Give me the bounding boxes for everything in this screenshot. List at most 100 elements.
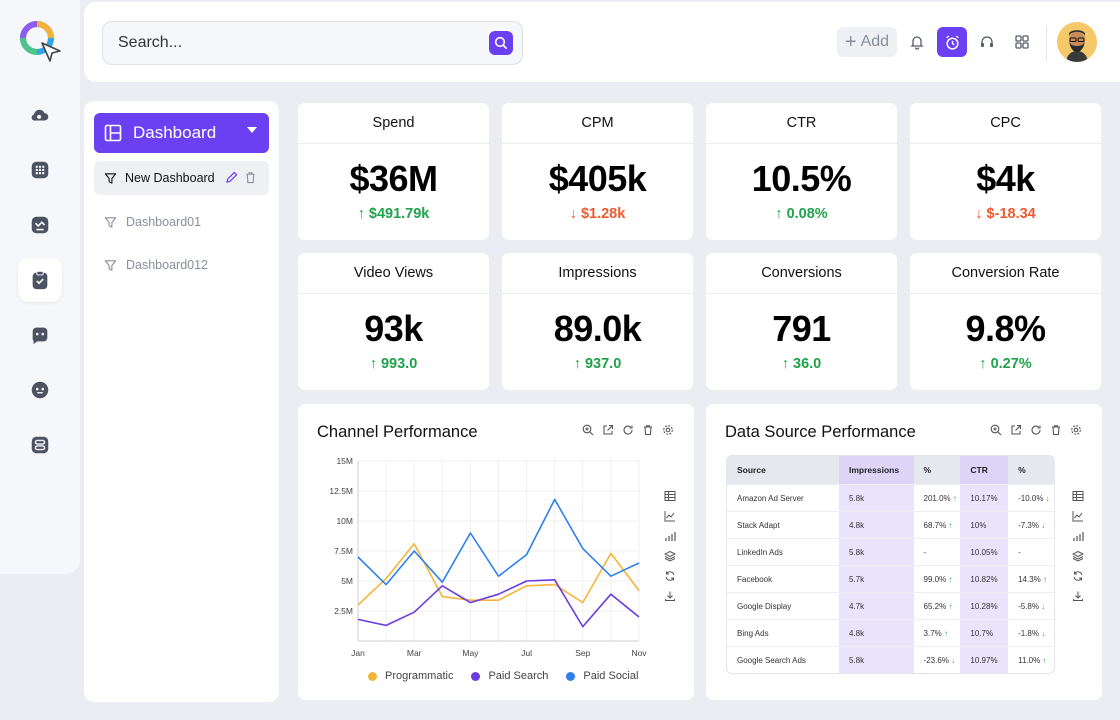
table-row[interactable]: Google Search Ads 5.8k -23.6% ↓ 10.97% 11.0%… — [727, 646, 1054, 673]
external-link-icon[interactable] — [1010, 424, 1022, 436]
sidebar-item-label: Dashboard012 — [126, 258, 209, 272]
layers-icon[interactable] — [1072, 550, 1084, 562]
rail-apps-icon[interactable] — [18, 148, 62, 192]
column-header[interactable]: % — [913, 456, 961, 484]
series-line-paid-social[interactable] — [357, 498, 640, 586]
column-header[interactable]: % — [1008, 456, 1054, 484]
legend-item[interactable]: Paid Search — [471, 670, 548, 682]
table-cell: 10.82% — [960, 565, 1009, 592]
rail-analytics-icon[interactable] — [18, 203, 62, 247]
column-header[interactable]: Impressions — [838, 456, 914, 484]
data-point — [469, 532, 471, 534]
sync-icon[interactable] — [664, 570, 676, 582]
avatar[interactable] — [1057, 22, 1097, 62]
dashboard-dropdown-button[interactable]: Dashboard — [94, 113, 269, 153]
edit-icon[interactable] — [225, 171, 238, 184]
panel-toolbar — [582, 424, 674, 436]
arrow-down-icon: ↓ — [975, 206, 983, 222]
grid-apps-icon[interactable] — [1007, 27, 1037, 57]
data-point — [582, 625, 584, 627]
sync-icon[interactable] — [1072, 570, 1084, 582]
column-header[interactable]: Source — [727, 456, 839, 484]
kpi-card-conversions[interactable]: Conversions 791 ↑ 36.0 — [705, 252, 898, 391]
data-point — [610, 593, 612, 595]
kpi-card-ctr[interactable]: CTR 10.5% ↑ 0.08% — [705, 102, 898, 241]
table-cell: Stack Adapt — [727, 511, 839, 538]
data-point — [582, 601, 584, 603]
cell-value: 10.17% — [970, 493, 998, 503]
sidebar-item-dashboard01[interactable]: Dashboard01 — [104, 212, 201, 232]
table-header-row: Source Impressions % CTR % — [727, 456, 1054, 484]
rail-cloud-icon[interactable] — [18, 93, 62, 137]
datasource-performance-panel: Data Source Performance Source Impressio… — [705, 403, 1103, 701]
bell-icon[interactable] — [902, 27, 932, 57]
legend-item[interactable]: Programmatic — [368, 670, 453, 682]
search-input[interactable]: Search... — [102, 21, 523, 65]
rail-assistant-icon[interactable] — [18, 368, 62, 412]
table-cell: Facebook — [727, 565, 839, 592]
table-cell: Google Display — [727, 592, 839, 619]
kpi-value: $36M — [349, 158, 438, 199]
table-view-icon[interactable] — [664, 490, 676, 502]
rail-workflow-icon[interactable] — [18, 423, 62, 467]
table-row[interactable]: LinkedIn Ads 5.8k - 10.05% - — [727, 538, 1054, 565]
external-link-icon[interactable] — [602, 424, 614, 436]
app-logo-icon[interactable] — [16, 18, 62, 64]
settings-icon[interactable] — [1070, 424, 1082, 436]
sidebar-item-new-dashboard[interactable]: New Dashboard — [94, 161, 269, 195]
add-button[interactable]: + Add — [837, 27, 897, 57]
bar-chart-icon[interactable] — [664, 530, 676, 542]
layers-icon[interactable] — [664, 550, 676, 562]
rail-clipboard-icon[interactable] — [18, 258, 62, 302]
kpi-card-impressions[interactable]: Impressions 89.0k ↑ 937.0 — [501, 252, 694, 391]
alarm-clock-icon[interactable] — [937, 27, 967, 57]
download-icon[interactable] — [1072, 590, 1084, 602]
data-point — [582, 547, 584, 549]
trash-icon[interactable] — [1050, 424, 1062, 436]
data-point — [610, 552, 612, 554]
bar-chart-icon[interactable] — [1072, 530, 1084, 542]
data-point — [385, 577, 387, 579]
search-icon[interactable] — [489, 31, 513, 55]
cell-value: -7.3% — [1018, 520, 1039, 530]
trash-icon[interactable] — [244, 171, 257, 184]
kpi-card-cpc[interactable]: CPC $4k ↓ $-18.34 — [909, 102, 1102, 241]
series-line-programmatic[interactable] — [357, 543, 640, 606]
kpi-card-cpm[interactable]: CPM $405k ↓ $1.28k — [501, 102, 694, 241]
kpi-card-video-views[interactable]: Video Views 93k ↑ 993.0 — [297, 252, 490, 391]
data-point — [413, 550, 415, 552]
table-cell: Bing Ads — [727, 619, 839, 646]
headset-icon[interactable] — [972, 27, 1002, 57]
column-header[interactable]: CTR — [960, 456, 1009, 484]
cell-value: 10.05% — [970, 547, 998, 557]
cell-value: LinkedIn Ads — [737, 547, 783, 557]
data-point — [357, 604, 359, 606]
refresh-icon[interactable] — [622, 424, 634, 436]
table-row[interactable]: Amazon Ad Server 5.8k 201.0% ↑ 10.17% -10.0%… — [727, 484, 1054, 511]
refresh-icon[interactable] — [1030, 424, 1042, 436]
settings-icon[interactable] — [662, 424, 674, 436]
table-view-icon[interactable] — [1072, 490, 1084, 502]
kpi-title: Impressions — [502, 253, 693, 294]
zoom-in-icon[interactable] — [582, 424, 594, 436]
line-chart-icon[interactable] — [1072, 510, 1084, 522]
legend-item[interactable]: Paid Social — [566, 670, 638, 682]
download-icon[interactable] — [664, 590, 676, 602]
line-chart-icon[interactable] — [664, 510, 676, 522]
table-cell: -7.3% ↓ — [1008, 511, 1054, 538]
caret-down-icon — [247, 127, 257, 133]
trash-icon[interactable] — [642, 424, 654, 436]
table-cell: 10.7% — [960, 619, 1009, 646]
table-row[interactable]: Stack Adapt 4.8k 68.7% ↑ 10% -7.3% ↓ — [727, 511, 1054, 538]
kpi-card-spend[interactable]: Spend $36M ↑ $491.79k — [297, 102, 490, 241]
sidebar-item-dashboard012[interactable]: Dashboard012 — [104, 255, 208, 275]
rail-bot-icon[interactable] — [18, 313, 62, 357]
table-row[interactable]: Bing Ads 4.8k 3.7% ↑ 10.7% -1.8% ↓ — [727, 619, 1054, 646]
zoom-in-icon[interactable] — [990, 424, 1002, 436]
table-row[interactable]: Facebook 5.7k 99.0% ↑ 10.82% 14.3% ↑ — [727, 565, 1054, 592]
cell-value: 10.97% — [970, 655, 998, 665]
series-line-paid-search[interactable] — [357, 579, 640, 628]
channel-line-chart[interactable]: 2.5M 5M 7.5M 10M 12.5M 15M Jan Mar May Jul Sep Nov — [298, 404, 696, 702]
kpi-card-conversion-rate[interactable]: Conversion Rate 9.8% ↑ 0.27% — [909, 252, 1102, 391]
table-row[interactable]: Google Display 4.7k 65.2% ↑ 10.28% -5.8% ↓ — [727, 592, 1054, 619]
